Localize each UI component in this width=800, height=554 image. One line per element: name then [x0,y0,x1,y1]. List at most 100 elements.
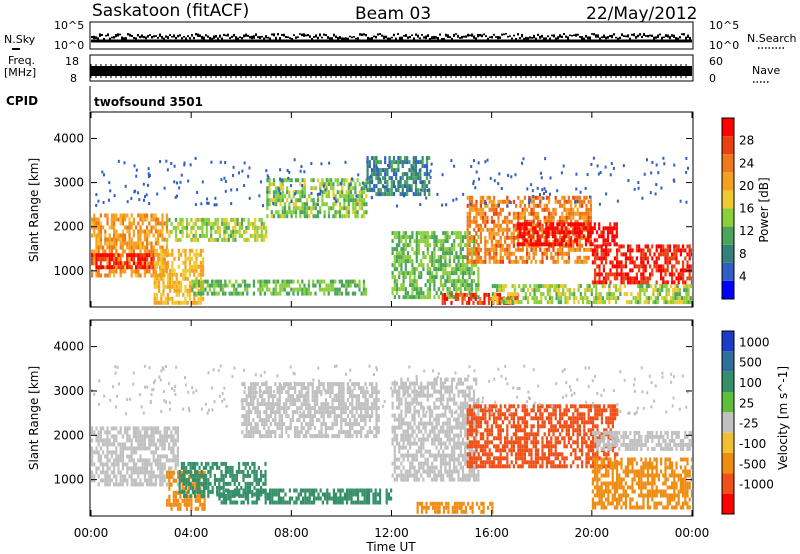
heat-cell [153,284,156,289]
heat-cell [150,426,153,431]
heat-cell [661,288,664,293]
heat-cell [677,280,680,285]
heat-cell [608,288,611,293]
heat-cell [601,300,604,305]
heat-cell [461,283,465,288]
heat-cell [172,434,175,439]
heat-cell [399,192,402,197]
heat-cell [124,430,127,435]
heat-cell [196,485,199,490]
heat-cell [126,434,129,439]
noise-sample [121,36,123,40]
heat-cell [537,219,540,224]
heat-cell [395,172,398,177]
heat-cell [454,296,457,301]
heat-cell [534,195,537,200]
heat-cell [426,231,429,236]
heat-cell [404,239,407,244]
heat-cell [375,184,378,189]
heat-cell [510,259,513,264]
heat-cell [442,287,445,292]
heat-cell [534,247,537,252]
heat-cell [240,221,244,226]
heat-cell [137,257,140,262]
heat-speckle [604,165,607,169]
heat-cell [117,261,120,266]
heat-cell [548,247,551,252]
heat-cell [490,255,493,260]
heat-cell [352,206,355,211]
heat-cell [325,202,328,207]
heat-cell [150,470,153,475]
noise-sample [351,36,353,39]
heat-cell [578,230,581,235]
heat-cell [408,184,411,189]
heat-cell [170,438,173,443]
heat-cell [117,265,120,270]
heat-cell [461,275,465,280]
heat-cell [574,203,577,208]
heat-cell [667,300,670,305]
heat-cell [459,239,462,244]
colorbar-swatch [722,226,734,245]
heat-cell [479,199,482,204]
heat-speckle [679,199,682,203]
heat-cell [202,477,205,482]
heat-cell [113,265,116,270]
heat-cell [170,434,173,439]
nave-label: Nave [752,64,780,77]
noise-sample [587,36,589,40]
heat-cell [166,474,169,479]
heat-speckle [301,183,304,187]
noise-sample [381,34,383,37]
heat-cell [551,296,554,301]
heat-cell [426,267,429,272]
heat-cell [423,192,426,197]
heat-cell [566,296,569,301]
heat-cell [498,300,501,305]
heat-cell [115,249,118,254]
heat-cell [365,186,368,191]
heat-cell [379,160,382,165]
heat-cell [162,268,165,273]
heat-cell [194,489,197,494]
heat-cell [573,226,577,231]
heat-cell [654,300,657,305]
heat-cell [585,207,588,212]
heat-cell [413,275,416,280]
heat-cell [91,474,94,479]
heat-cell [170,502,173,507]
heat-cell [379,188,382,193]
heat-cell [115,446,118,451]
heat-cell [235,469,238,474]
heat-cell [106,454,109,459]
noise-tick-low-right: 10^0 [709,39,739,52]
heat-cell [651,272,654,277]
heat-cell [686,264,689,269]
heat-cell [545,247,548,252]
heat-cell [647,296,651,301]
heat-cell [106,478,109,483]
heat-cell [428,243,432,248]
heat-cell [534,259,537,264]
heat-cell [495,203,498,208]
heat-cell [404,231,407,236]
heat-cell [525,226,528,231]
heat-cell [468,275,471,280]
heat-cell [159,478,162,483]
heat-cell [455,271,458,276]
heat-cell [238,465,241,470]
heat-speckle [477,161,480,165]
heat-cell [468,199,471,204]
heat-cell [581,259,584,264]
noise-sample [333,33,335,37]
heat-cell [303,202,306,207]
heat-cell [635,264,638,269]
heat-cell [501,219,504,224]
heat-cell [392,156,396,161]
heat-cell [362,283,365,288]
heat-cell [157,426,160,431]
heat-cell [417,192,420,197]
heat-cell [490,239,493,244]
heat-cell [671,252,674,257]
